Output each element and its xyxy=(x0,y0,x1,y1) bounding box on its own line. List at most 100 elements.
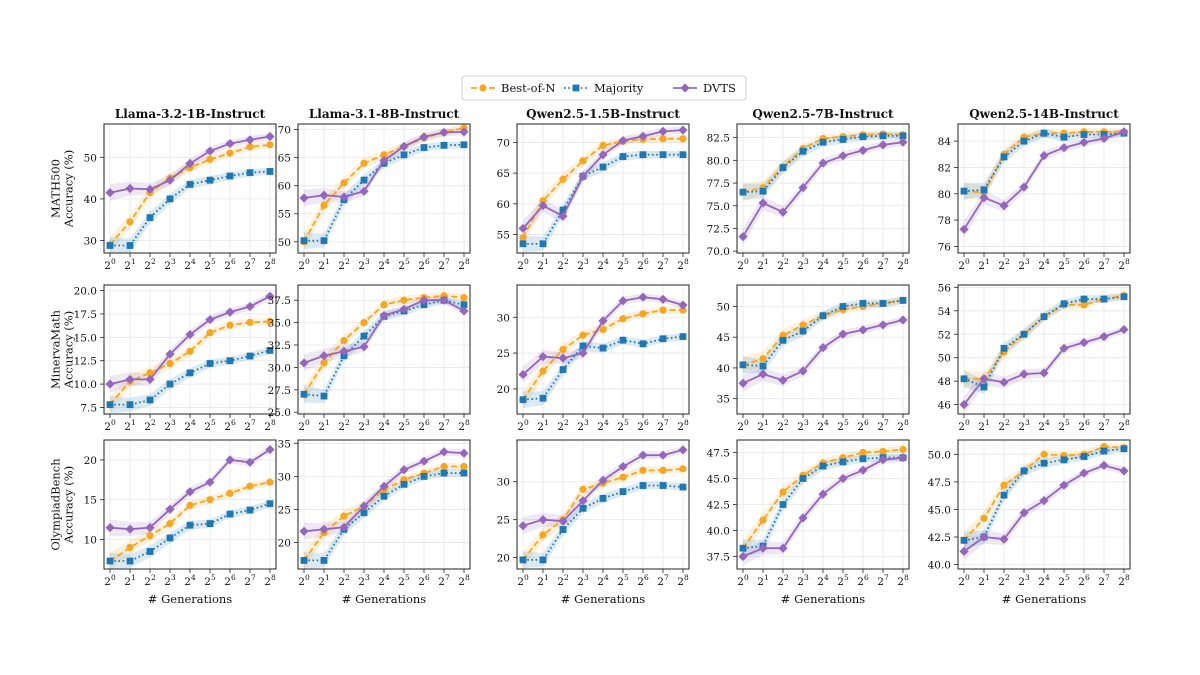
x-tick-label: 22 xyxy=(144,573,156,588)
point-dvts xyxy=(638,131,648,141)
legend-item-best-of-n: Best-of-N xyxy=(471,81,555,95)
band-best-of-n xyxy=(523,135,683,246)
y-tick-label: 72.5 xyxy=(707,223,730,235)
x-tick-label: 23 xyxy=(577,418,589,433)
point-majority xyxy=(420,472,428,480)
point-majority xyxy=(440,141,448,149)
band-majority xyxy=(743,132,903,201)
point-majority xyxy=(246,169,254,177)
point-majority xyxy=(599,344,607,352)
point-majority xyxy=(859,300,867,307)
point-majority xyxy=(1020,137,1028,145)
point-majority xyxy=(206,520,214,528)
x-tick-label: 20 xyxy=(104,418,116,433)
point-dvts xyxy=(538,515,548,525)
point-dvts xyxy=(265,444,275,455)
x-tick-label: 26 xyxy=(1078,418,1090,433)
point-majority xyxy=(519,556,527,564)
point-majority xyxy=(799,327,807,335)
point-majority xyxy=(106,242,114,249)
y-tick-label: 55 xyxy=(278,209,291,221)
x-tick-label: 25 xyxy=(204,257,216,272)
x-tick-label: 27 xyxy=(657,418,669,433)
y-tick-label: 50 xyxy=(717,302,730,314)
point-dvts xyxy=(578,496,588,506)
point-majority xyxy=(380,492,388,500)
point-majority xyxy=(539,394,547,402)
point-dvts xyxy=(105,379,115,389)
point-majority xyxy=(166,195,174,203)
point-dvts xyxy=(1019,182,1029,192)
y-tick-label: 47.5 xyxy=(707,447,730,459)
point-majority xyxy=(899,132,907,140)
y-tick-label: 45.0 xyxy=(928,504,951,516)
x-tick-label: 25 xyxy=(1058,573,1070,588)
point-dvts xyxy=(959,546,969,556)
band-dvts xyxy=(964,128,1124,238)
panel-r2-c3: 20 21 22 23 24 25 26 27 28 37.5 40.0 42.5 45.0 47.5 # … xyxy=(707,439,910,606)
band-dvts xyxy=(304,128,464,207)
point-majority xyxy=(779,336,787,344)
point-dvts xyxy=(979,374,989,384)
y-tick-label: 10.0 xyxy=(74,379,97,391)
point-dvts xyxy=(145,374,155,385)
y-tick-label: 40 xyxy=(717,363,730,375)
panel-r0-c4: 20 21 22 23 24 25 26 27 28 76 78 80 82 84 Qwen2.5-14B-… xyxy=(938,107,1131,272)
point-majority xyxy=(619,153,627,160)
point-dvts xyxy=(1059,143,1069,153)
point-majority xyxy=(779,501,787,508)
x-tick-label: 26 xyxy=(224,573,236,588)
y-tick-label: 25 xyxy=(497,348,510,360)
point-dvts xyxy=(558,211,568,221)
point-best-of-n xyxy=(1080,301,1088,309)
point-best-of-n xyxy=(126,543,134,552)
point-dvts xyxy=(145,522,155,533)
x-tick-label: 20 xyxy=(958,418,970,433)
point-best-of-n xyxy=(639,310,647,318)
point-majority xyxy=(266,168,274,175)
point-majority xyxy=(146,396,154,404)
point-dvts xyxy=(898,453,908,463)
point-best-of-n xyxy=(380,301,388,309)
x-tick-label: 21 xyxy=(318,573,329,588)
point-dvts xyxy=(518,369,528,380)
point-dvts xyxy=(319,190,329,200)
x-tick-label: 26 xyxy=(637,573,649,588)
point-best-of-n xyxy=(639,466,647,474)
point-majority xyxy=(679,333,687,340)
legend-marker-dvts xyxy=(680,83,690,93)
y-tick-label: 37.5 xyxy=(707,552,730,564)
series-line-majority xyxy=(742,134,903,193)
x-tick-label: 21 xyxy=(318,418,329,433)
band-best-of-n xyxy=(304,292,464,403)
point-majority xyxy=(206,360,214,367)
point-dvts xyxy=(419,456,429,466)
panel-r0-c2: 20 21 22 23 24 25 26 27 28 55 60 65 70 Qwen2.5-1.5B-I… xyxy=(497,107,690,272)
x-tick-label: 20 xyxy=(298,418,310,433)
point-dvts xyxy=(878,140,888,150)
point-majority xyxy=(146,214,154,222)
point-best-of-n xyxy=(559,175,567,183)
point-dvts xyxy=(125,374,135,385)
point-majority xyxy=(639,482,647,489)
x-tick-label: 23 xyxy=(797,257,809,272)
point-dvts xyxy=(738,378,748,388)
point-majority xyxy=(739,188,747,196)
point-best-of-n xyxy=(360,159,368,167)
x-tick-label: 24 xyxy=(184,573,196,588)
x-tick-label: 25 xyxy=(1058,418,1070,433)
band-majority xyxy=(964,128,1124,200)
row-ylabel: MinervaMathAccuracy (%) xyxy=(49,309,76,389)
point-dvts xyxy=(818,489,828,499)
point-majority xyxy=(539,240,547,248)
point-best-of-n xyxy=(619,473,627,481)
point-best-of-n xyxy=(206,155,214,163)
band-dvts xyxy=(110,292,270,393)
point-dvts xyxy=(858,325,868,335)
point-dvts xyxy=(858,465,868,475)
point-dvts xyxy=(898,137,908,147)
point-majority xyxy=(300,237,308,245)
point-best-of-n xyxy=(559,345,567,354)
panel-r2-c0: 20 21 22 23 24 25 26 27 28 10 15 20 OlympiadBenchAcc… xyxy=(49,439,277,606)
point-majority xyxy=(320,392,328,400)
